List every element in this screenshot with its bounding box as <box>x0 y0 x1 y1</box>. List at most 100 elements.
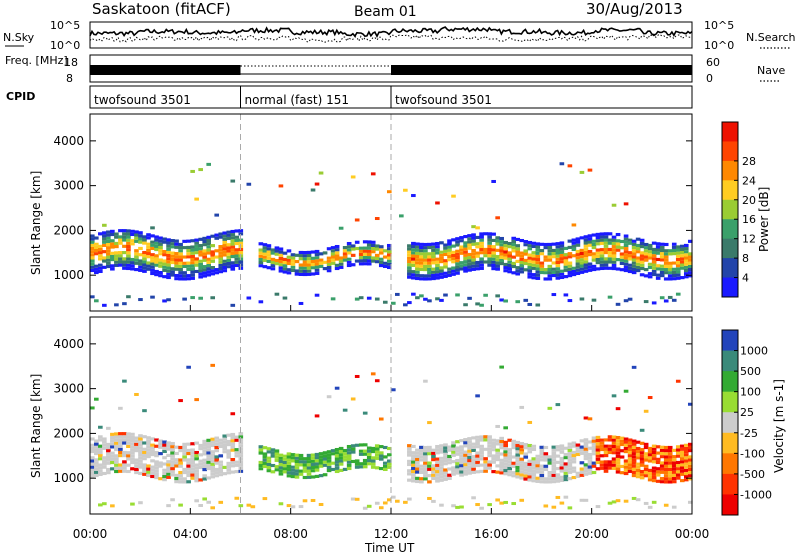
range-cell <box>435 257 440 261</box>
range-cell <box>567 245 573 249</box>
range-cell <box>627 441 633 445</box>
range-cell <box>238 441 244 445</box>
range-cell <box>639 260 645 264</box>
range-cell <box>595 448 601 452</box>
velocity-cbar-swatch-2 <box>722 371 738 393</box>
range-cell <box>663 261 669 265</box>
range-cell <box>346 444 352 449</box>
range-cell <box>655 248 661 252</box>
range-cell <box>362 462 368 466</box>
range-cell <box>547 274 553 278</box>
range-cell <box>162 456 167 460</box>
range-cell <box>611 460 617 464</box>
range-cell <box>106 258 111 262</box>
range-cell <box>467 471 472 475</box>
range-cell <box>519 445 525 449</box>
range-cell <box>202 258 207 262</box>
range-cell <box>90 295 95 299</box>
range-cell <box>555 242 561 246</box>
range-cell <box>423 255 428 259</box>
range-cell <box>238 232 244 236</box>
range-cell <box>399 214 404 218</box>
range-cell <box>439 472 444 476</box>
range-cell <box>170 254 175 258</box>
range-cell <box>679 266 685 270</box>
range-cell <box>643 242 649 247</box>
range-cell <box>415 267 420 271</box>
range-cell <box>106 236 111 240</box>
range-cell <box>551 464 557 468</box>
range-cell <box>118 406 123 410</box>
range-cell <box>655 467 661 471</box>
range-cell <box>471 261 476 265</box>
range-cell <box>170 273 175 277</box>
range-cell <box>310 188 316 192</box>
range-cell <box>130 257 135 262</box>
range-cell <box>651 301 657 305</box>
range-cell <box>98 425 103 429</box>
range-cell <box>126 444 131 448</box>
range-cell <box>423 477 428 481</box>
range-cell <box>419 249 424 253</box>
range-cell <box>378 417 384 421</box>
range-cell <box>407 447 412 451</box>
range-cell <box>170 257 175 261</box>
range-cell <box>166 257 171 261</box>
range-cell <box>631 496 637 500</box>
range-cell <box>182 471 187 475</box>
range-cell <box>423 452 428 456</box>
range-cell <box>547 258 553 262</box>
range-cell <box>455 249 460 253</box>
range-cell <box>571 444 577 448</box>
range-cell <box>455 440 460 444</box>
range-cell <box>631 467 637 471</box>
range-cell <box>154 257 159 261</box>
range-cell <box>138 453 143 457</box>
range-cell <box>591 436 597 440</box>
range-cell <box>591 233 597 237</box>
range-cell <box>519 460 525 464</box>
range-cell <box>479 463 484 467</box>
range-cell <box>623 237 629 241</box>
range-cell <box>94 445 99 449</box>
range-cell <box>431 261 436 265</box>
range-cell <box>170 239 175 243</box>
range-cell <box>479 266 484 270</box>
range-cell <box>519 270 525 274</box>
range-cell <box>515 266 521 270</box>
range-cell <box>294 253 300 257</box>
range-cell <box>603 463 609 467</box>
range-cell <box>98 469 103 473</box>
range-cell <box>507 463 512 467</box>
range-cell <box>579 448 585 452</box>
range-cell <box>663 267 669 272</box>
range-cell <box>483 260 488 264</box>
range-cell <box>643 268 649 272</box>
range-cell <box>90 456 95 460</box>
range-cell <box>386 253 392 257</box>
cpid-entry-0: twofsound 3501 <box>94 93 191 107</box>
range-cell <box>230 457 236 462</box>
range-cell <box>535 303 541 307</box>
range-cell <box>495 236 500 240</box>
range-cell <box>354 246 360 251</box>
range-cell <box>190 442 195 446</box>
range-cell <box>655 479 661 483</box>
range-cell <box>579 473 585 477</box>
range-cell <box>138 268 143 272</box>
range-cell <box>182 455 187 459</box>
range-cell <box>198 265 203 270</box>
range-cell <box>366 459 372 463</box>
range-cell <box>431 255 436 259</box>
range-cell <box>499 465 504 469</box>
range-cell <box>262 455 268 459</box>
range-cell <box>651 457 657 461</box>
range-cell <box>258 300 264 304</box>
range-cell <box>142 254 147 258</box>
range-cell <box>463 444 468 448</box>
range-cell <box>166 447 171 451</box>
range-cell <box>114 260 119 264</box>
range-cell <box>547 474 553 478</box>
range-cell <box>503 465 508 470</box>
range-cell <box>290 259 296 263</box>
